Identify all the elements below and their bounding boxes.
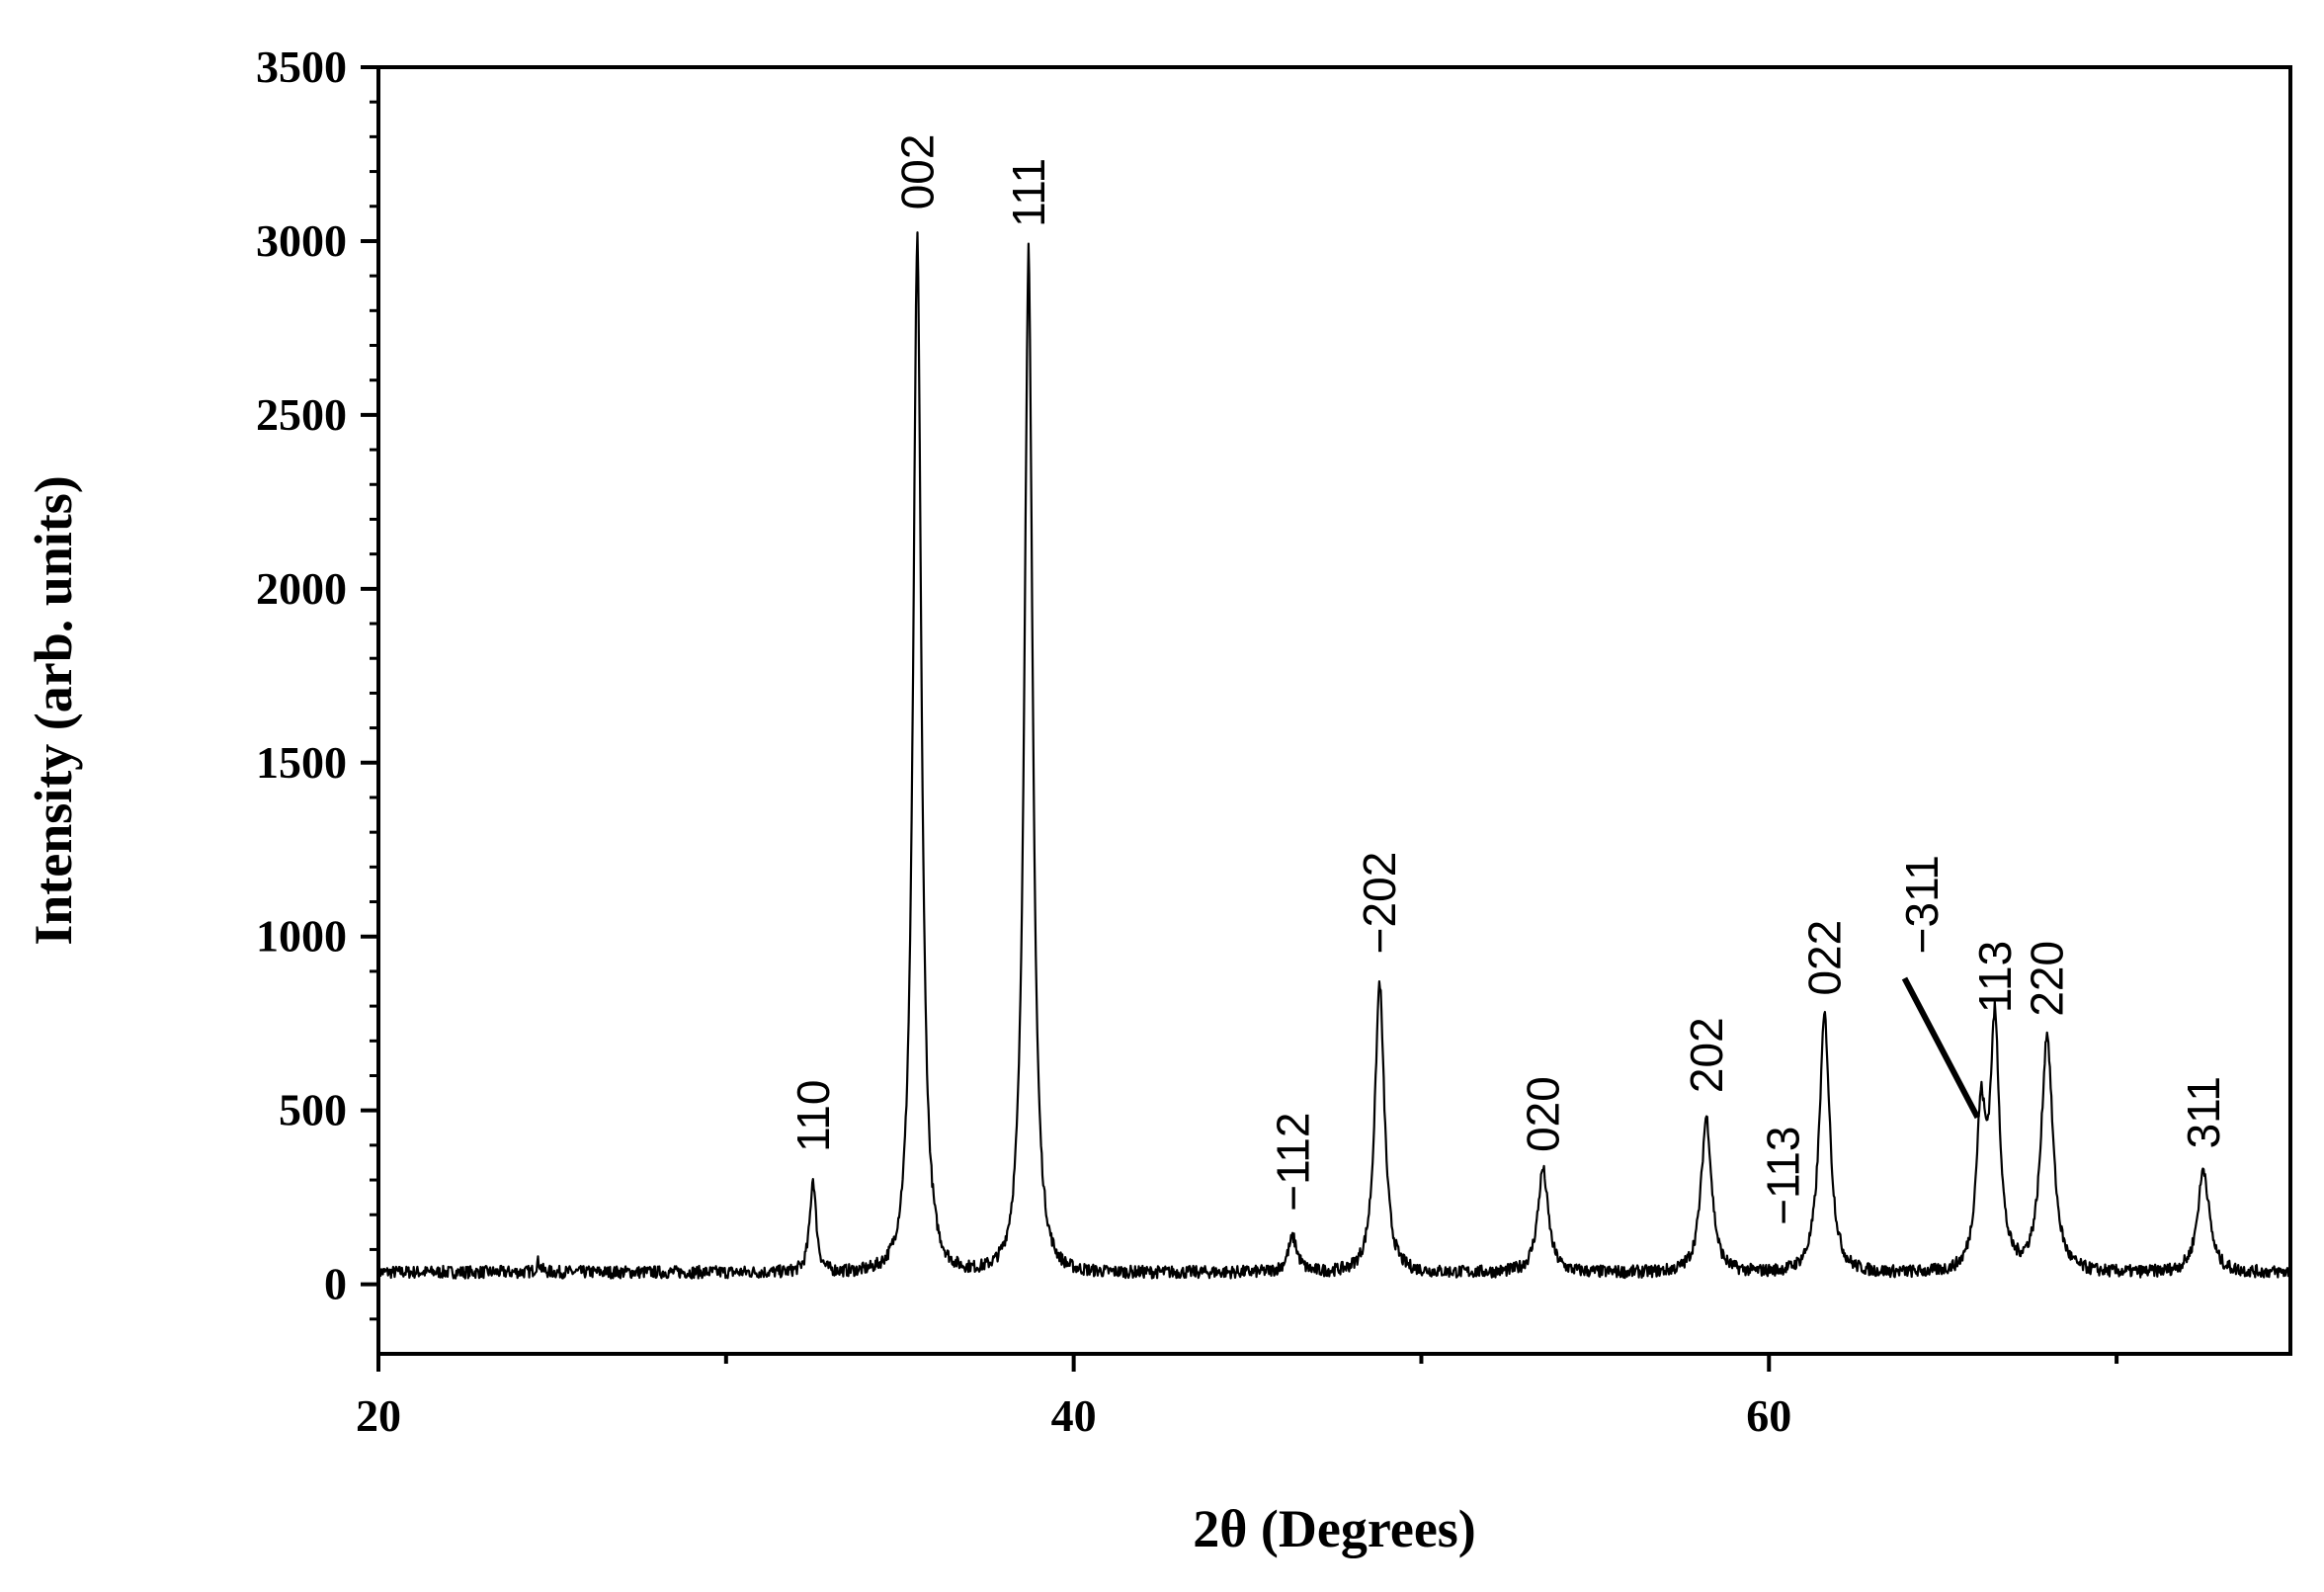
peak-label: −112 <box>1267 1113 1318 1212</box>
peak-label: 220 <box>2022 941 2073 1017</box>
x-tick-label: 40 <box>1051 1390 1097 1441</box>
plot-frame <box>376 65 2292 1356</box>
peak-label: 202 <box>1681 1017 1732 1093</box>
y-tick-label: 3000 <box>256 215 347 266</box>
y-axis-ticks: 0 500 1000 1500 2000 2500 3000 3500 <box>256 42 378 1321</box>
peak-label: −113 <box>1757 1127 1808 1225</box>
y-tick-label: 0 <box>324 1259 347 1309</box>
y-tick-label: 2000 <box>256 563 347 614</box>
y-tick-label: 500 <box>279 1085 347 1135</box>
y-tick-label: 1000 <box>256 911 347 962</box>
x-tick-label: 20 <box>356 1390 401 1441</box>
y-tick-label: 1500 <box>256 737 347 788</box>
x-tick-label: 60 <box>1746 1390 1791 1441</box>
x-axis-title: 2θ (Degrees) <box>1193 1499 1476 1558</box>
peak-label: −311 <box>1896 855 1948 954</box>
peak-label: −202 <box>1354 852 1405 955</box>
peak-label: 110 <box>788 1080 839 1152</box>
peak-label: 111 <box>1003 158 1054 227</box>
x-axis-ticks: 20 40 60 <box>356 1354 2119 1441</box>
peak-label: 002 <box>891 134 943 210</box>
peak-label: 022 <box>1799 920 1851 996</box>
peak-label: 113 <box>1969 941 2021 1013</box>
y-tick-label: 3500 <box>256 42 347 92</box>
peak-label: 020 <box>1518 1076 1569 1152</box>
y-tick-label: 2500 <box>256 389 347 440</box>
peak-label: 311 <box>2178 1076 2229 1148</box>
peak-annotations: 110 002 111 −112 −202 020 202 −113 022 −311 113 220… <box>788 134 2229 1225</box>
y-axis-title: Intensity (arb. units) <box>24 475 83 946</box>
annotation-pointer-line <box>1901 976 1981 1120</box>
diffraction-pattern-line <box>376 231 2291 1280</box>
